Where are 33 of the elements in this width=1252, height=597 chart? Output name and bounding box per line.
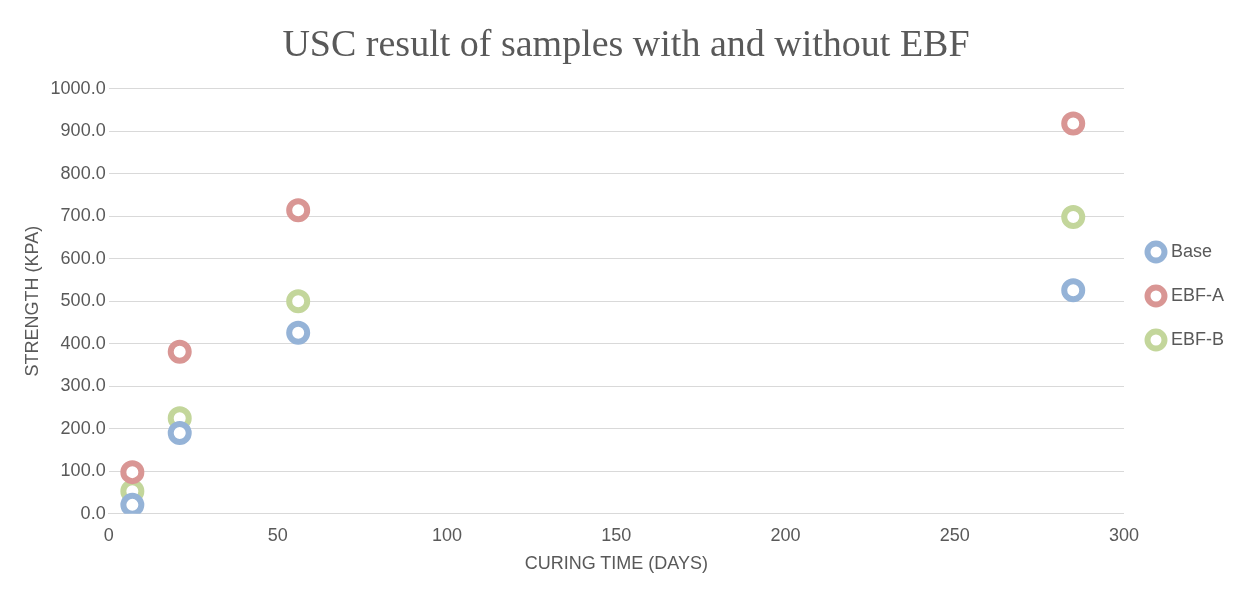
point <box>1061 205 1086 230</box>
y-tick-label: 600.0 <box>60 247 106 268</box>
y-tick-label: 700.0 <box>60 205 106 226</box>
point <box>120 460 145 485</box>
x-tick-label: 0 <box>103 524 114 545</box>
chart-title: USC result of samples with and without EBF <box>282 21 970 64</box>
x-tick-label: 50 <box>267 524 288 545</box>
point <box>286 289 311 314</box>
point <box>167 421 192 446</box>
y-tick-label: 0.0 <box>80 502 106 523</box>
y-tick-label: 400.0 <box>60 332 106 353</box>
legend-label: EBF-B <box>1170 328 1225 349</box>
point <box>167 339 192 364</box>
x-tick-label: 100 <box>432 524 463 545</box>
y-tick-label: 200.0 <box>60 417 106 438</box>
point <box>286 198 311 223</box>
x-tick-label: 200 <box>770 524 801 545</box>
point <box>1061 278 1086 303</box>
x-tick-label: 300 <box>1108 524 1140 545</box>
x-tick-label: 250 <box>939 524 970 545</box>
x-axis-title: CURING TIME (DAYS) <box>524 553 708 574</box>
y-tick-label: 1000.0 <box>50 77 106 98</box>
y-tick-label: 800.0 <box>60 162 106 183</box>
y-tick-label: 900.0 <box>60 120 106 141</box>
legend-label: EBF-A <box>1170 284 1225 305</box>
legend-label: Base <box>1170 240 1213 261</box>
point <box>1061 111 1086 136</box>
y-axis-title: STRENGTH (KPA) <box>21 225 42 377</box>
x-tick-label: 150 <box>601 524 632 545</box>
y-tick-label: 300.0 <box>60 375 106 396</box>
y-tick-label: 100.0 <box>60 460 106 481</box>
y-tick-label: 500.0 <box>60 290 106 311</box>
point <box>286 320 311 345</box>
